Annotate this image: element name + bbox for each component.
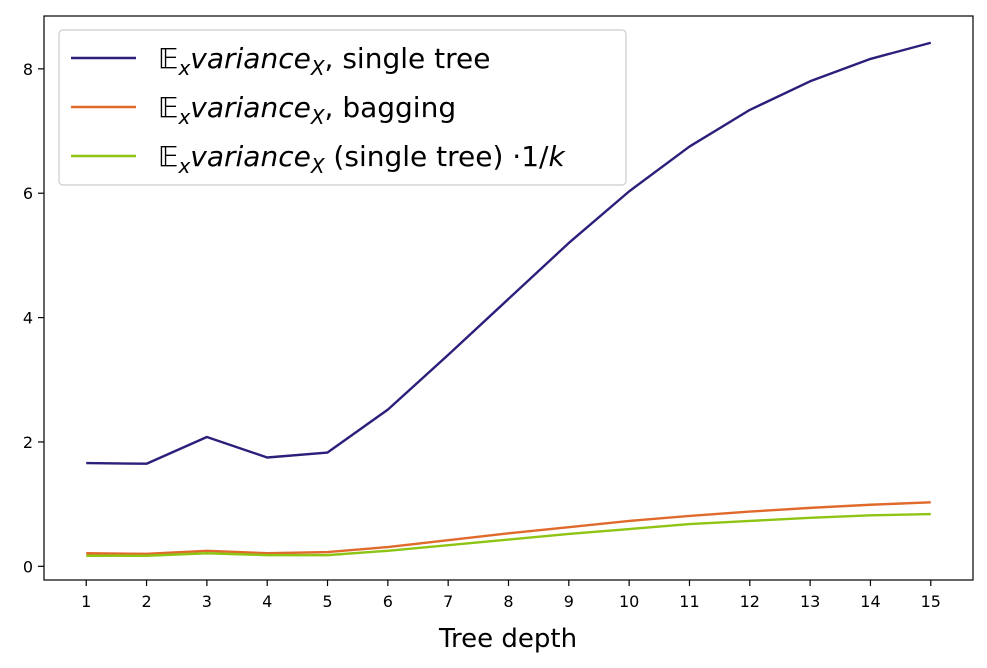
x-tick-label: 12 <box>740 592 760 611</box>
legend-entry-1: 𝔼xvarianceX, single tree <box>158 42 490 80</box>
legend-text-part: (single tree) ·1/ <box>325 140 549 173</box>
legend-text-part: , bagging <box>325 91 457 124</box>
x-tick-label: 14 <box>860 592 880 611</box>
x-tick-label: 9 <box>564 592 574 611</box>
legend-text-part: x <box>177 154 190 178</box>
legend-text-part: x <box>177 105 190 129</box>
legend-text-part: 𝔼 <box>158 42 178 75</box>
series-line-2 <box>86 501 931 556</box>
x-tick-label: 10 <box>619 592 639 611</box>
legend-box <box>58 29 627 186</box>
legend-text-part: 𝔼 <box>158 91 178 124</box>
legend-entry-2: 𝔼xvarianceX, bagging <box>158 91 456 129</box>
x-tick-label: 6 <box>383 592 393 611</box>
legend-text-part: X <box>310 105 326 129</box>
series-line-1 <box>86 41 932 465</box>
legend-text-part: variance <box>190 140 311 173</box>
x-tick-label: 3 <box>202 592 212 611</box>
x-tick-label: 11 <box>679 592 699 611</box>
legend-text-part: 𝔼 <box>158 140 178 173</box>
series-line-3 <box>86 512 931 557</box>
legend-text-part: X <box>310 56 326 80</box>
x-axis-ticks: 1 2 3 4 5 6 7 8 9 10 11 12 13 14 15 <box>81 580 941 611</box>
legend-text-part: X <box>310 154 326 178</box>
y-tick-label: 2 <box>23 433 33 452</box>
legend-text-part: variance <box>190 42 311 75</box>
legend-text-part: variance <box>190 91 311 124</box>
y-axis-ticks: 0 2 4 6 8 <box>23 60 44 576</box>
series-lines <box>86 41 932 557</box>
legend-text-part: , single tree <box>325 42 491 75</box>
x-axis-label: Tree depth <box>438 624 577 654</box>
x-tick-label: 15 <box>921 592 941 611</box>
legend-text-part: k <box>548 140 566 173</box>
x-tick-label: 7 <box>443 592 453 611</box>
x-tick-label: 13 <box>800 592 820 611</box>
x-tick-label: 1 <box>81 592 91 611</box>
x-tick-label: 4 <box>262 592 272 611</box>
x-tick-label: 5 <box>322 592 332 611</box>
y-tick-label: 0 <box>23 557 33 576</box>
y-tick-label: 8 <box>23 60 33 79</box>
legend-text-part: x <box>177 56 190 80</box>
y-tick-label: 4 <box>23 309 33 328</box>
y-tick-label: 6 <box>23 184 33 203</box>
x-tick-label: 2 <box>141 592 151 611</box>
x-tick-label: 8 <box>503 592 513 611</box>
legend-entry-3: 𝔼xvarianceX (single tree) ·1/k <box>158 140 566 178</box>
